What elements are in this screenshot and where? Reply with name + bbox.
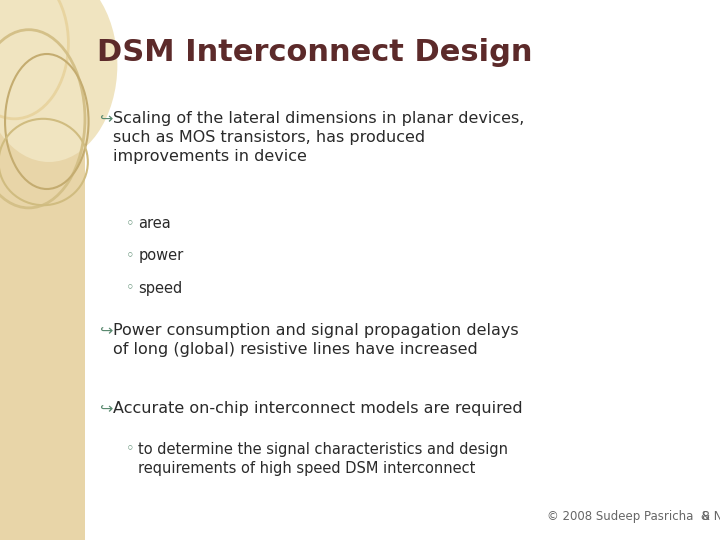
Text: 8: 8 — [701, 510, 709, 523]
Text: ↪: ↪ — [99, 323, 112, 338]
Text: ↪: ↪ — [99, 111, 112, 126]
Text: © 2008 Sudeep Pasricha  & Nikil Dutt: © 2008 Sudeep Pasricha & Nikil Dutt — [547, 510, 720, 523]
Text: Scaling of the lateral dimensions in planar devices,
such as MOS transistors, ha: Scaling of the lateral dimensions in pla… — [113, 111, 524, 164]
Text: speed: speed — [138, 281, 182, 296]
Text: DSM Interconnect Design: DSM Interconnect Design — [97, 38, 533, 67]
Text: ◦: ◦ — [126, 216, 135, 231]
Text: Accurate on-chip interconnect models are required: Accurate on-chip interconnect models are… — [113, 401, 523, 416]
Text: ◦: ◦ — [126, 442, 135, 457]
Text: ◦: ◦ — [126, 281, 135, 296]
Text: to determine the signal characteristics and design
requirements of high speed DS: to determine the signal characteristics … — [138, 442, 508, 476]
Text: area: area — [138, 216, 171, 231]
FancyBboxPatch shape — [0, 0, 85, 540]
Text: power: power — [138, 248, 184, 264]
Text: Power consumption and signal propagation delays
of long (global) resistive lines: Power consumption and signal propagation… — [113, 323, 518, 357]
Text: ◦: ◦ — [126, 248, 135, 264]
Ellipse shape — [0, 0, 117, 162]
Text: ↪: ↪ — [99, 401, 112, 416]
